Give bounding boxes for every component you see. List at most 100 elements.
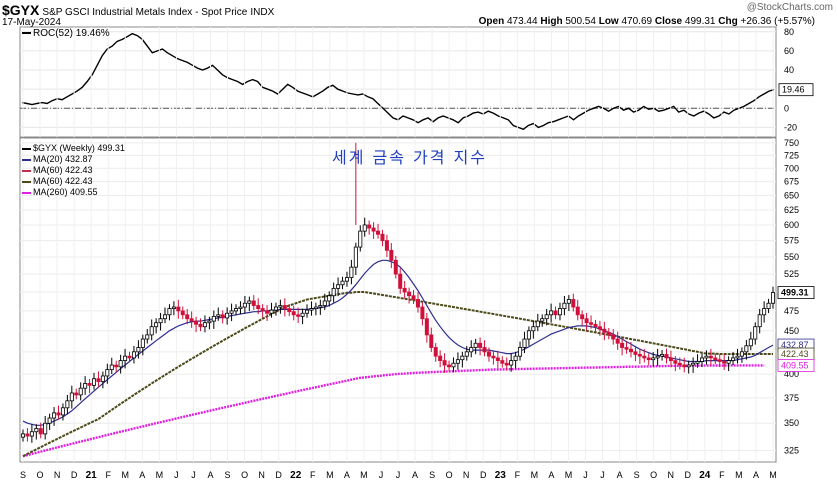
price-value-label: 432.87 <box>781 340 809 350</box>
candle-up <box>207 320 212 324</box>
x-axis-label: 24 <box>699 470 711 481</box>
candle-down <box>282 305 287 309</box>
price-tick-label: 375 <box>784 393 799 403</box>
candle-up <box>695 361 700 364</box>
x-axis-label: M <box>122 470 130 480</box>
candle-down <box>256 305 261 309</box>
x-axis-label: N <box>463 470 470 480</box>
candle-down <box>620 342 625 348</box>
candle-up <box>744 345 749 353</box>
candle-up <box>704 355 709 359</box>
legend-price: $GYX (Weekly) 499.31 <box>22 143 125 154</box>
price-value-box <box>777 286 815 299</box>
legend-ma60-b-label: MA(60) 422.43 <box>33 176 93 186</box>
candle-up <box>473 342 478 348</box>
candle-up <box>247 300 252 304</box>
price-tick-label: 625 <box>784 205 799 215</box>
candle-up <box>278 305 283 308</box>
candle-down <box>194 320 199 325</box>
high-label: High <box>540 16 563 27</box>
x-axis-label: D <box>480 470 487 480</box>
candle-up <box>464 351 469 357</box>
x-axis-label: D <box>685 470 692 480</box>
candle-down <box>402 287 407 293</box>
open-value: 473.44 <box>506 16 538 27</box>
x-axis-label: M <box>360 470 368 480</box>
price-tick-label: 675 <box>784 177 799 187</box>
candle-down <box>708 355 713 359</box>
candle-up <box>242 302 247 308</box>
candle-up <box>686 364 691 368</box>
x-axis-label: 22 <box>290 470 302 481</box>
candle-down <box>500 360 505 364</box>
candle-down <box>682 364 687 368</box>
candle-down <box>287 308 292 313</box>
x-axis-label: M <box>326 470 334 480</box>
candle-up <box>202 322 207 328</box>
candle-down <box>633 351 638 355</box>
price-tick-label: 350 <box>784 418 799 428</box>
x-axis-label: A <box>207 470 213 480</box>
candle-up <box>118 360 123 368</box>
x-axis-label: 21 <box>86 470 98 481</box>
candle-down <box>482 347 487 353</box>
candle-down <box>442 360 447 366</box>
candle-up <box>469 347 474 353</box>
price-value-label: 422.43 <box>781 349 809 359</box>
candle-down <box>371 227 376 232</box>
candle-up <box>526 330 531 340</box>
candle-down <box>185 314 190 320</box>
candle-up <box>309 308 314 311</box>
candle-down <box>176 306 181 312</box>
x-axis-label: O <box>37 470 44 480</box>
legend-ma60-b-swatch <box>22 180 31 183</box>
price-value-label: 409.55 <box>781 360 809 370</box>
chg-value: +26.36 (+5.57%) <box>740 16 816 27</box>
candle-up <box>522 338 527 348</box>
candle-down <box>447 364 452 368</box>
candle-up <box>540 318 545 322</box>
x-axis-label: A <box>753 470 759 480</box>
overlay-title: 세계 금속 가격 지수 <box>332 148 488 167</box>
candle-down <box>628 348 633 353</box>
x-axis-label: S <box>225 470 231 480</box>
x-axis-label: M <box>769 470 777 480</box>
candle-up <box>735 355 740 359</box>
x-axis-label: 23 <box>495 470 507 481</box>
x-axis-label: J <box>396 470 401 480</box>
candle-down <box>180 310 185 316</box>
ma260-line <box>22 364 765 458</box>
ma60-line <box>22 291 773 458</box>
legend-ma60-a: MA(60) 422.43 <box>22 165 125 176</box>
candle-up <box>20 433 25 438</box>
candle-down <box>602 328 607 333</box>
x-axis-label: J <box>174 470 179 480</box>
close-label: Close <box>654 16 683 27</box>
candle-down <box>486 351 491 357</box>
x-axis-label: A <box>344 470 350 480</box>
candle-up <box>327 295 332 302</box>
x-axis-label: S <box>20 470 26 480</box>
legend-price-swatch <box>22 147 31 150</box>
x-axis-label: A <box>617 470 623 480</box>
candle-up <box>726 360 731 364</box>
candle-down <box>491 355 496 359</box>
candle-down <box>198 323 203 328</box>
candle-up <box>451 362 456 368</box>
x-axis-label: O <box>241 470 248 480</box>
candle-up <box>47 417 52 424</box>
candle-up <box>353 246 358 268</box>
candle-down <box>553 310 558 316</box>
candle-down <box>398 273 403 289</box>
candle-up <box>163 314 168 320</box>
candle-up <box>34 428 39 433</box>
candle-up <box>691 362 696 366</box>
price-value-box <box>777 359 815 372</box>
candle-up <box>167 308 172 316</box>
candle-up <box>771 292 776 304</box>
candle-down <box>415 299 420 308</box>
legend-ma260: MA(260) 409.55 <box>22 187 125 198</box>
watermark: @StockCharts.com <box>746 2 833 13</box>
chart-date: 17-May-2024 <box>2 17 61 28</box>
candle-up <box>149 326 154 336</box>
